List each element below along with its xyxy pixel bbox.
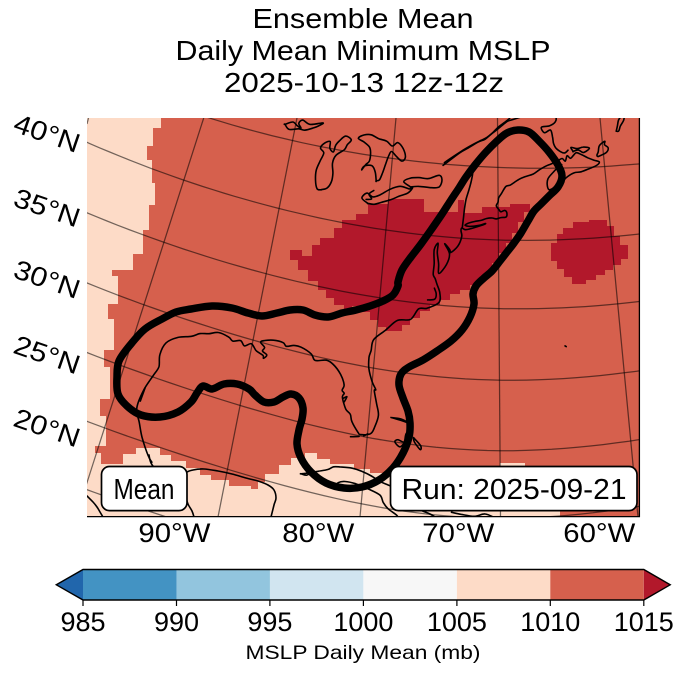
svg-text:2025-10-13 12z-12z: 2025-10-13 12z-12z (224, 67, 504, 98)
svg-text:60°W: 60°W (563, 518, 636, 548)
svg-text:Run: 2025-09-21: Run: 2025-09-21 (402, 474, 627, 506)
svg-text:MSLP Daily Mean (mb): MSLP Daily Mean (mb) (246, 642, 481, 664)
svg-text:1015: 1015 (614, 607, 674, 637)
svg-text:90°W: 90°W (138, 518, 211, 548)
svg-text:70°W: 70°W (422, 518, 495, 548)
svg-text:985: 985 (60, 607, 105, 637)
svg-text:1005: 1005 (427, 607, 487, 637)
svg-text:Mean: Mean (114, 474, 175, 506)
svg-text:Ensemble Mean: Ensemble Mean (253, 3, 474, 34)
svg-text:1000: 1000 (333, 607, 393, 637)
svg-text:80°W: 80°W (282, 518, 355, 548)
svg-text:1010: 1010 (520, 607, 580, 637)
svg-text:990: 990 (154, 607, 199, 637)
svg-text:Daily Mean Minimum MSLP: Daily Mean Minimum MSLP (176, 35, 551, 66)
svg-text:995: 995 (247, 607, 292, 637)
